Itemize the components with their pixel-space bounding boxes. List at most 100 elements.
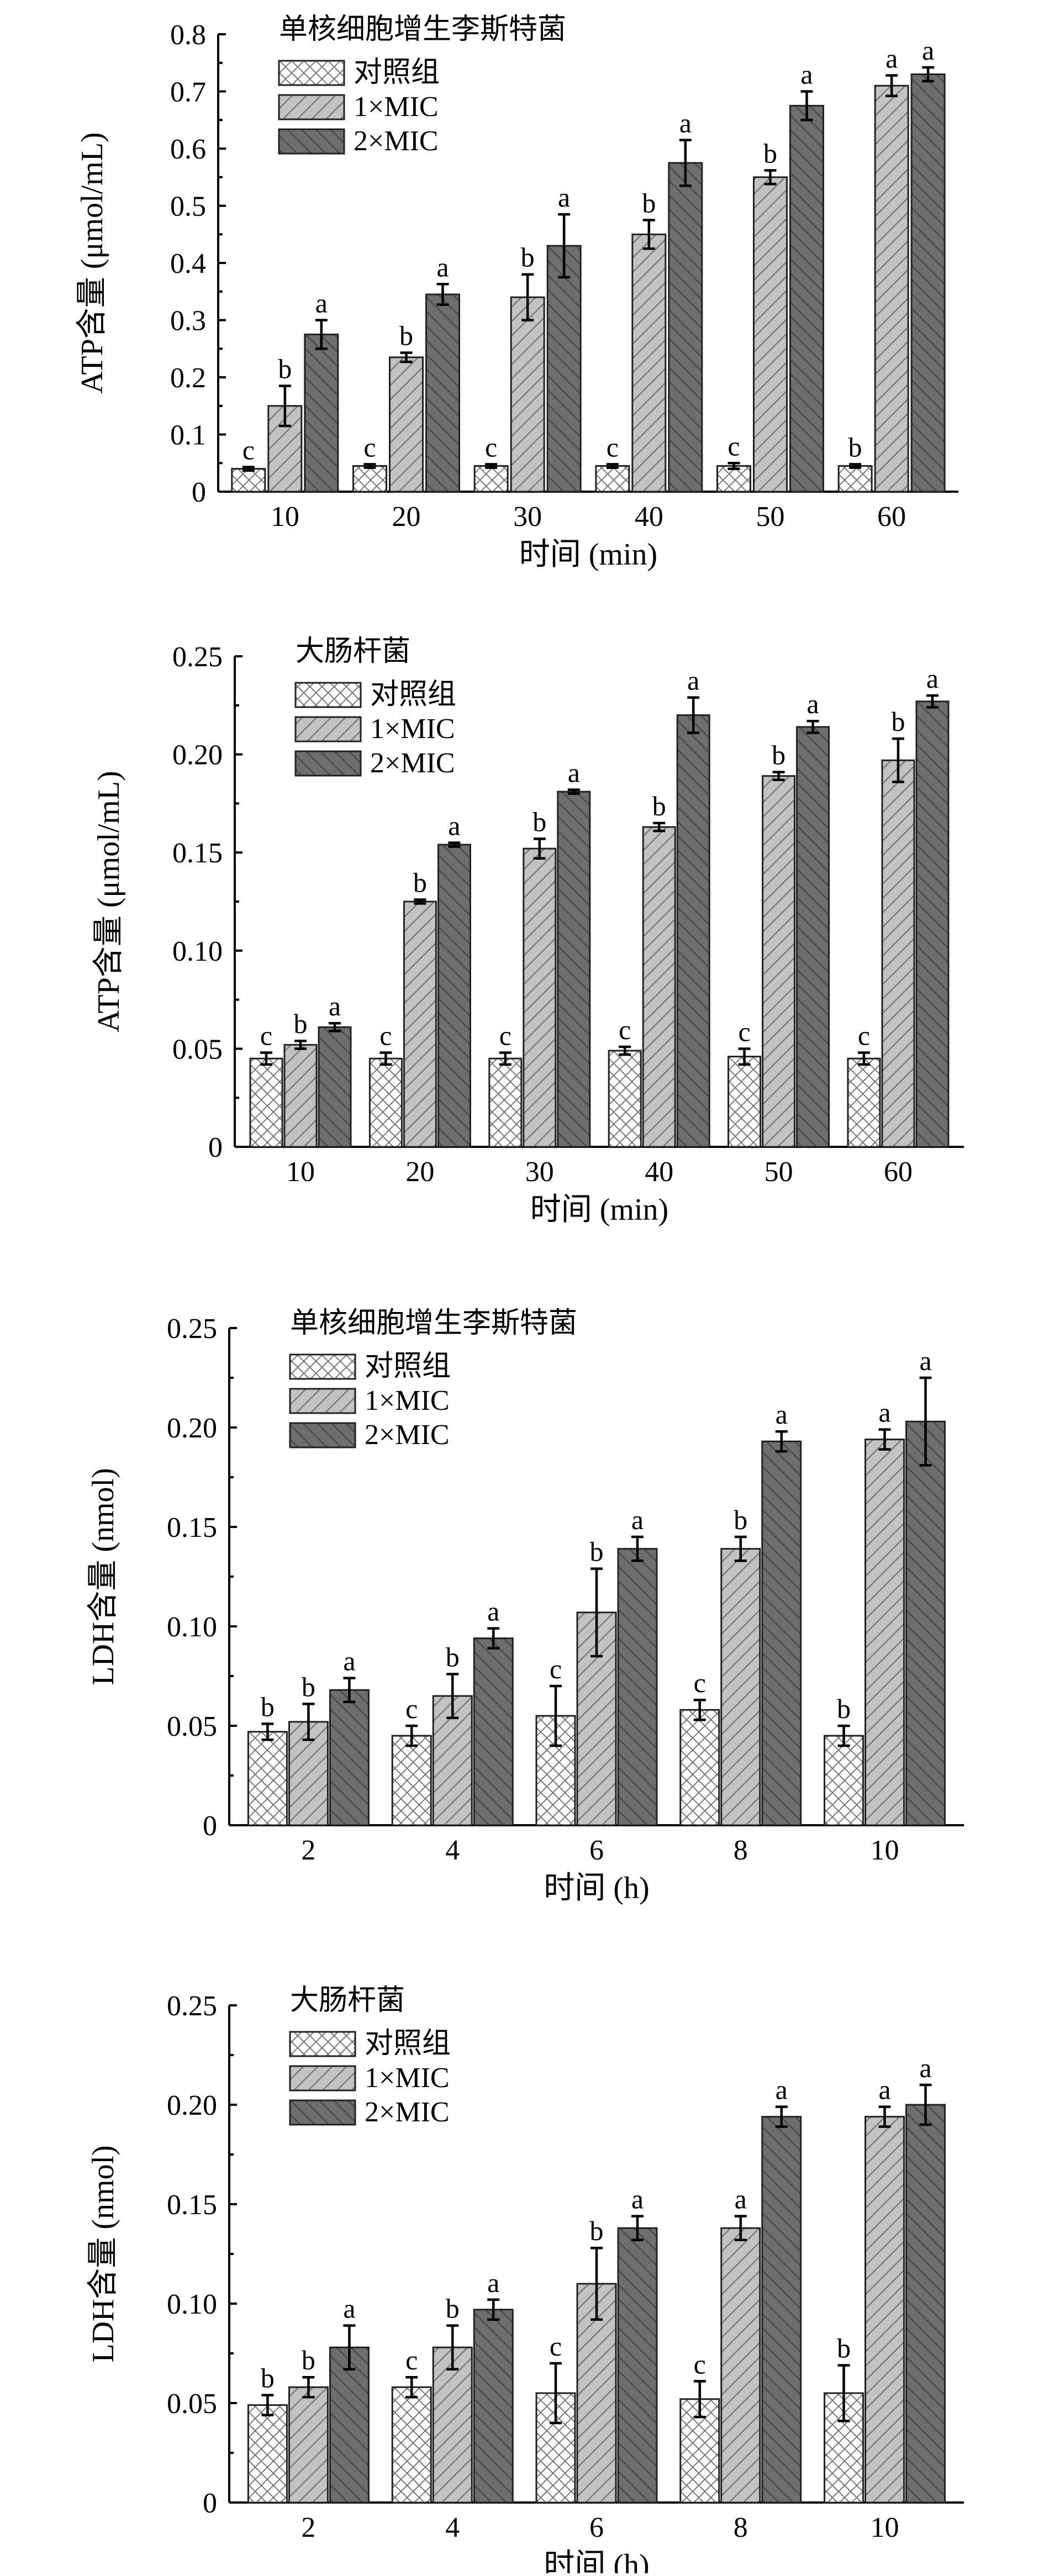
bar [617, 1548, 658, 1826]
significance-letter: b [521, 242, 535, 273]
significance-letter: a [878, 1397, 890, 1428]
significance-letter: a [436, 251, 449, 282]
x-tick-label: 30 [525, 1156, 554, 1188]
y-tick-label: 0.10 [167, 2289, 217, 2320]
y-tick-label: 0.4 [170, 248, 206, 280]
bar [761, 2116, 802, 2504]
bar [388, 356, 424, 493]
significance-letter: c [485, 431, 497, 462]
legend-label: 对照组 [370, 679, 456, 710]
x-tick-label: 30 [513, 501, 542, 533]
bar [329, 2346, 370, 2504]
bar [247, 2404, 288, 2504]
significance-letter: b [848, 431, 862, 462]
significance-letter: b [294, 1008, 308, 1039]
significance-letter: c [619, 1014, 631, 1045]
bar [864, 1439, 905, 1826]
x-tick-label: 50 [756, 501, 785, 533]
bar [905, 1420, 946, 1826]
bar [617, 2227, 658, 2504]
chart-title: 单核细胞增生李斯特菌 [290, 1308, 577, 1339]
y-tick-label: 0 [192, 477, 206, 508]
bar [231, 468, 266, 493]
x-tick-label: 20 [392, 501, 420, 533]
legend-swatch [294, 682, 362, 708]
significance-letter: c [379, 1020, 392, 1051]
x-tick-label: 6 [589, 1835, 604, 1866]
legend-swatch [278, 94, 345, 120]
bar [329, 1689, 370, 1826]
legend-label: 2×MIC [370, 747, 455, 779]
y-tick-label: 0.15 [167, 1512, 217, 1544]
bar [789, 104, 825, 493]
legend-swatch [294, 750, 362, 777]
significance-letter: a [922, 35, 934, 66]
significance-letter: b [734, 1504, 747, 1535]
bar [631, 233, 667, 493]
bar [762, 775, 796, 1148]
significance-letter: c [607, 431, 619, 462]
significance-letter: b [590, 2215, 604, 2246]
significance-letter: c [550, 1653, 562, 1684]
y-tick-label: 0.6 [170, 134, 206, 165]
significance-letter: c [405, 1693, 418, 1724]
bar [432, 2346, 473, 2504]
legend-label: 1×MIC [365, 1385, 450, 1416]
bar [915, 700, 950, 1148]
bar [576, 1611, 617, 1826]
y-tick-label: 0.25 [167, 1990, 217, 2022]
x-tick-label: 50 [764, 1156, 793, 1188]
legend-label: 2×MIC [365, 2096, 450, 2128]
y-tick-label: 0 [203, 1810, 217, 1842]
bar [368, 1057, 403, 1148]
chart-panel-3: 00.050.100.150.200.252bba4cba6cba8cba10b… [86, 1308, 964, 1905]
y-tick-label: 0.25 [172, 641, 223, 673]
bar [488, 1057, 523, 1148]
significance-letter: b [413, 867, 427, 898]
legend-label: 对照组 [354, 57, 440, 88]
bar [761, 1440, 802, 1826]
significance-letter: b [261, 1691, 275, 1722]
chart-panel-1: 00.10.20.30.40.50.60.70.810cba20cba30cba… [75, 14, 958, 572]
y-tick-label: 0.2 [170, 362, 206, 394]
legend-label: 2×MIC [365, 1419, 450, 1451]
y-axis-title: ATP含量 (μmol/mL) [92, 771, 126, 1032]
x-tick-label: 10 [286, 1156, 315, 1188]
y-tick-label: 0.05 [167, 2388, 217, 2420]
legend-label: 2×MIC [354, 125, 439, 157]
y-tick-label: 0.20 [167, 1413, 217, 1444]
bar [473, 1637, 514, 1826]
bar [318, 1026, 352, 1148]
y-axis-title: LDH含量 (nmol) [86, 1468, 120, 1685]
legend-swatch [289, 2099, 356, 2126]
significance-letter: a [926, 663, 938, 694]
legend-label: 对照组 [365, 2028, 451, 2059]
significance-letter: b [772, 740, 785, 771]
significance-letter: c [499, 1020, 512, 1051]
bar [391, 2386, 432, 2504]
significance-letter: c [858, 1020, 870, 1051]
significance-letter: b [642, 187, 656, 218]
bar [753, 176, 788, 493]
x-tick-label: 60 [884, 1156, 913, 1188]
bar [905, 2104, 946, 2504]
y-tick-label: 0.15 [167, 2189, 217, 2221]
x-tick-label: 6 [589, 2512, 604, 2543]
bar [881, 759, 915, 1148]
chart-title: 大肠杆菌 [290, 1985, 405, 2016]
bar [425, 293, 460, 493]
significance-letter: b [302, 1671, 315, 1702]
significance-letter: b [837, 2333, 851, 2364]
significance-letter: a [568, 757, 580, 788]
significance-letter: c [405, 2345, 418, 2375]
bar [437, 844, 471, 1148]
x-tick-label: 60 [877, 501, 906, 533]
significance-letter: c [694, 1667, 706, 1698]
bar [847, 1057, 881, 1148]
legend-label: 对照组 [365, 1351, 451, 1382]
x-axis-title: 时间 (min) [530, 1193, 668, 1227]
chart-title: 单核细胞增生李斯特菌 [279, 14, 566, 45]
bar [510, 296, 545, 493]
